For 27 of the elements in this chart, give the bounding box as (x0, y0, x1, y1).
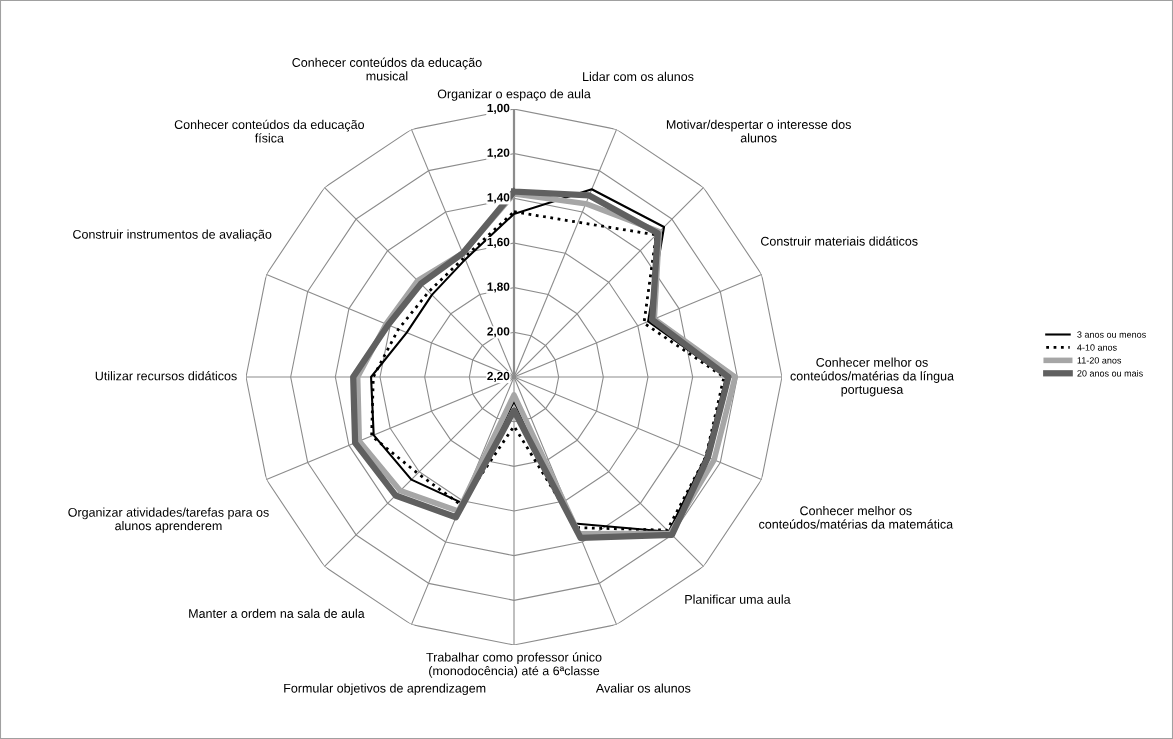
spoke-label: Conhecer melhor os conteúdos/matérias da matemática (759, 506, 954, 529)
y-tick-label: 2,00 (487, 327, 510, 338)
y-tick-label: 1,00 (487, 103, 510, 114)
spoke-label: Organizar o espaço de aula (437, 89, 591, 101)
spoke-label: Organizar atividades/tarefas para os alunos aprenderem (68, 507, 269, 533)
spoke-label: Planificar uma aula (685, 594, 791, 604)
legend-label: 11-20 anos (1077, 357, 1122, 364)
spoke-label: Construir materiais didáticos (761, 236, 918, 246)
spoke-label: Conhecer conteúdos da educação física (174, 119, 365, 143)
y-tick-label: 1,60 (487, 237, 510, 248)
spoke-label: Construir instrumentos de avaliação (73, 229, 272, 242)
spoke-label: Trabalhar como professor único (monodocência) até a 6ªclasse (426, 652, 602, 678)
y-tick-label: 1,20 (487, 148, 510, 159)
spoke-label: Manter a ordem na sala de aula (189, 608, 365, 618)
spoke-label: Conhecer melhor os conteúdos/matérias da língua portuguesa (790, 357, 954, 397)
spoke-label: Utilizar recursos didáticos (95, 371, 237, 381)
legend-label: 4-10 anos (1077, 344, 1117, 351)
y-tick-label: 1,40 (487, 193, 510, 204)
y-tick-label: 1,80 (487, 282, 510, 293)
spoke-label: Motivar/despertar o interesse dos alunos (666, 119, 851, 143)
spoke-label: Lidar com os alunos (583, 71, 694, 82)
legend-label: 20 anos ou mais (1077, 369, 1143, 377)
spoke-label: Conhecer conteúdos da educação musical (292, 57, 482, 81)
y-tick-label: 2,20 (487, 371, 510, 382)
spoke-label: Avaliar os alunos (595, 683, 691, 693)
legend-label: 3 anos ou menos (1077, 331, 1146, 338)
spoke-label: Formular objetivos de aprendizagem (284, 683, 486, 696)
